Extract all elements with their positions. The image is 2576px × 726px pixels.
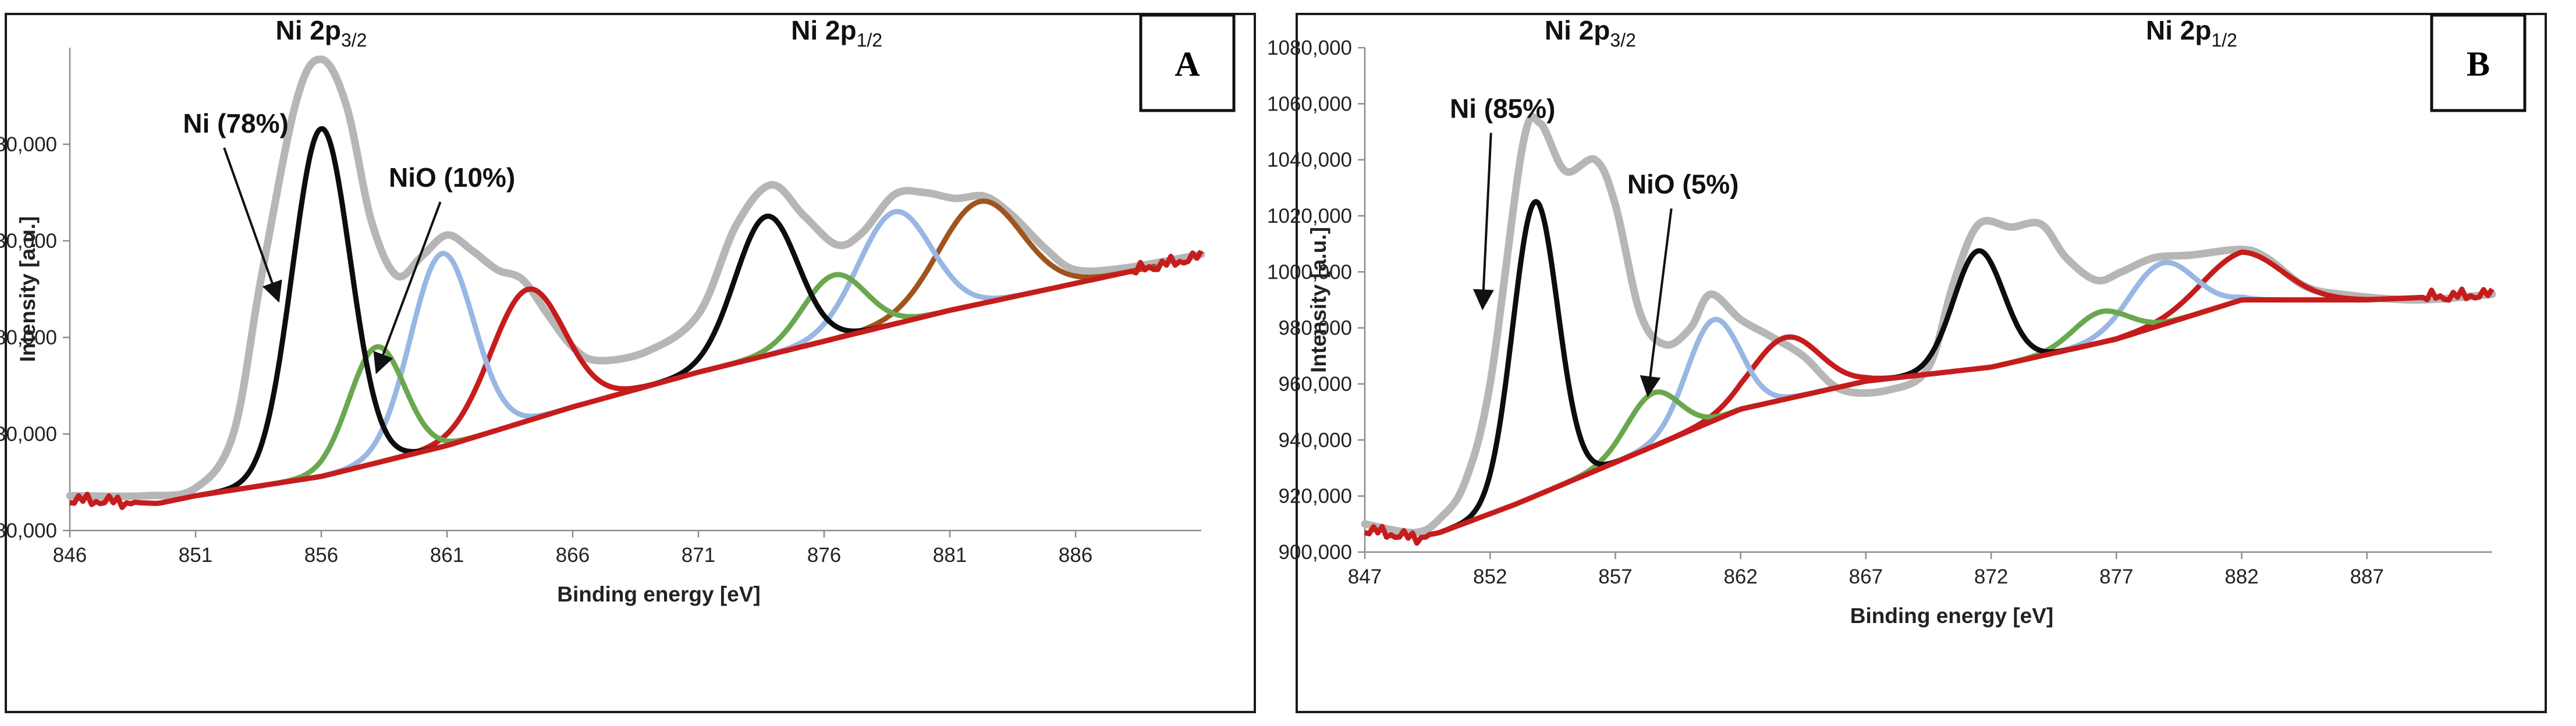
series-ni-satellite-i-peak-1 — [307, 251, 577, 481]
series-ni-satellite-i-peak-1 — [1600, 316, 1826, 471]
x-tick-label: 882 — [2224, 565, 2258, 588]
x-tick-label: 876 — [807, 544, 841, 567]
x-tick-label: 851 — [179, 544, 212, 567]
y-tick-label: 880,000 — [0, 519, 57, 542]
region-label-p32: Ni 2p3/2 — [276, 15, 367, 51]
series-ni-satellite-i-peak-2 — [2022, 259, 2301, 362]
x-tick-label: 846 — [53, 544, 87, 567]
region-label-p12: Ni 2p1/2 — [2146, 15, 2237, 51]
y-tick-label: 940,000 — [1278, 429, 1352, 451]
series-background — [69, 250, 1204, 510]
x-tick-label: 872 — [1974, 565, 2008, 588]
annotation-arrow — [1472, 133, 1494, 311]
x-tick-label: 852 — [1473, 565, 1507, 588]
y-tick-label: 1000,000 — [1267, 261, 1352, 283]
x-tick-label: 861 — [430, 544, 464, 567]
region-label-p32: Ni 2p3/2 — [1545, 15, 1636, 51]
annotation-label: Ni (78%) — [183, 108, 288, 138]
chart-svg-b: 900,000 920,000 940,000 960,000 980,000 1000,… — [1267, 13, 2527, 628]
series-envelope — [66, 55, 1205, 500]
x-tick-label: 877 — [2099, 565, 2133, 588]
annotation-label: NiO (10%) — [389, 162, 515, 193]
panel-badge-label: A — [1175, 45, 1200, 83]
y-tick-label: 1080,000 — [0, 133, 57, 156]
y-axis-title: Intensity [a.u.] — [1307, 227, 1330, 373]
x-tick-label: 886 — [1059, 544, 1092, 567]
chart-panel-b: 900,000 920,000 940,000 960,000 980,000 1000,… — [1267, 13, 2547, 713]
x-tick-label: 871 — [682, 544, 715, 567]
y-tick-label: 1030,000 — [0, 230, 57, 252]
series-ni-satellite-ii-peak-1 — [371, 286, 683, 467]
x-axis-title: Binding energy [eV] — [1850, 604, 2053, 628]
annotation-label: Ni (85%) — [1450, 93, 1555, 123]
y-axis-title: Intensity [a.u.] — [16, 216, 40, 362]
series-ni-peak-2 — [1871, 248, 2087, 383]
y-tick-label: 1040,000 — [1267, 149, 1352, 172]
x-tick-label: 857 — [1598, 565, 1632, 588]
y-tick-label: 1060,000 — [1267, 92, 1352, 115]
x-tick-label: 867 — [1849, 565, 1883, 588]
series-ni-peak-2 — [631, 213, 901, 393]
panel-badge-box — [1139, 13, 1236, 112]
series-envelope — [1361, 113, 2496, 536]
y-tick-label: 930,000 — [0, 423, 57, 446]
region-label-p12: Ni 2p1/2 — [791, 15, 882, 51]
y-tick-label: 1080,000 — [1267, 37, 1352, 59]
annotation-arrow — [223, 147, 282, 303]
chart-svg-a: 880,000 930,000 980,000 1030,000 1080,000 846… — [0, 13, 1236, 606]
annotation-arrow — [1640, 208, 1673, 397]
y-tick-label: 900,000 — [1278, 541, 1352, 564]
y-tick-label: 980,000 — [0, 326, 57, 349]
panel-badge-label: B — [2467, 45, 2490, 83]
chart-panel-a: 880,000 930,000 980,000 1030,000 1080,000 846… — [0, 13, 1256, 713]
y-tick-label: 960,000 — [1278, 373, 1352, 396]
y-tick-label: 1020,000 — [1267, 205, 1352, 227]
annotation-label: NiO (5%) — [1627, 169, 1739, 199]
x-tick-label: 881 — [933, 544, 967, 567]
series-ni-peak-1 — [197, 126, 446, 498]
series-background — [1364, 286, 2495, 546]
x-axis-title: Binding energy [eV] — [557, 582, 760, 606]
series-ni-peak-1 — [1438, 199, 1633, 535]
annotation-arrow — [373, 201, 442, 375]
x-tick-label: 856 — [304, 544, 338, 567]
panel-badge-box — [2430, 13, 2527, 112]
y-tick-label: 920,000 — [1278, 485, 1352, 508]
x-tick-label: 847 — [1348, 565, 1382, 588]
x-tick-label: 887 — [2350, 565, 2384, 588]
x-tick-label: 862 — [1723, 565, 1757, 588]
y-tick-label: 980,000 — [1278, 317, 1352, 340]
x-tick-label: 866 — [556, 544, 590, 567]
